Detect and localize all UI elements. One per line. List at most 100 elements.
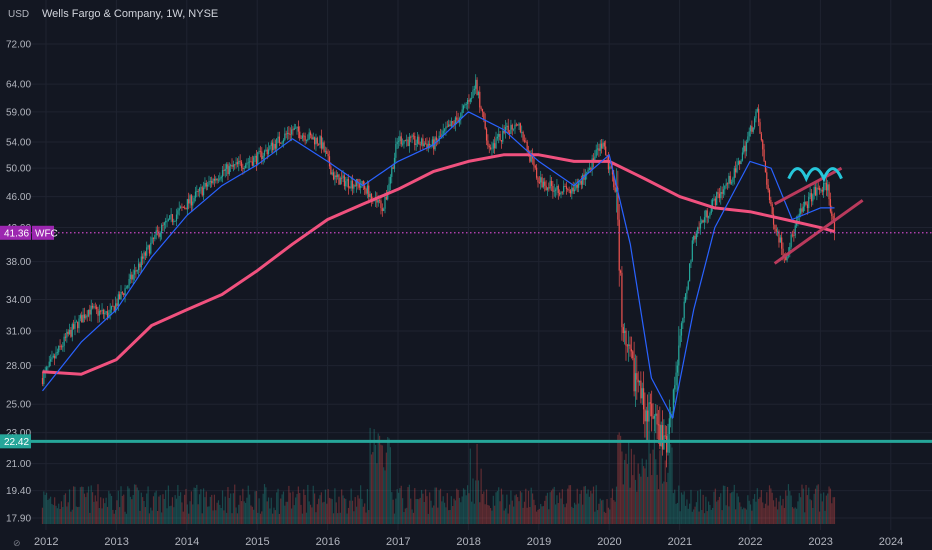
volume-bar [110, 495, 113, 524]
volume-bar [690, 489, 692, 524]
candle [308, 128, 310, 141]
volume-bar [790, 495, 792, 524]
volume-bar [479, 502, 481, 524]
candle [174, 220, 176, 222]
volume-bar [79, 487, 81, 524]
candle [694, 231, 696, 243]
candle [599, 139, 601, 156]
candle [179, 205, 182, 209]
volume-bar [545, 495, 547, 524]
volume-bar [500, 488, 503, 524]
candle [453, 119, 455, 129]
volume-bar [438, 490, 440, 524]
candle [64, 333, 67, 342]
candle [695, 230, 697, 246]
time-axis[interactable]: 2012 2013 2014 2015 2016 2017 2018 2019 2020 2021… [34, 536, 903, 548]
arcs-drawing[interactable] [787, 167, 843, 183]
volume-bar [188, 513, 190, 524]
volume-bar [565, 503, 568, 524]
candle [101, 303, 103, 315]
candle [644, 392, 646, 438]
volume-bar [549, 492, 551, 524]
trend-line[interactable] [773, 199, 864, 265]
volume-bar [781, 505, 783, 524]
volume-bar [553, 486, 555, 524]
volume-bar [718, 496, 721, 524]
volume-bar [587, 489, 589, 524]
candle [538, 176, 540, 185]
volume-bar [510, 490, 512, 524]
volume-bar [526, 507, 528, 524]
candle [816, 181, 818, 201]
volume-bar [407, 487, 409, 524]
volume-bar [350, 488, 352, 524]
volume-bar [146, 493, 148, 524]
volume-bar [648, 430, 650, 524]
drawings[interactable] [773, 166, 864, 265]
volume-bar [419, 497, 421, 524]
candle [810, 188, 813, 207]
candle [736, 158, 738, 174]
volume-bar [485, 489, 488, 524]
volume-bar [821, 501, 823, 524]
candle [667, 423, 669, 456]
volume-bar [85, 497, 87, 524]
volume-bar [388, 438, 390, 524]
trend-line[interactable] [773, 166, 843, 206]
volume-bar [625, 453, 627, 524]
volume-bar [521, 492, 523, 524]
volume-bar [171, 497, 174, 524]
candle [166, 214, 168, 228]
candle [96, 304, 98, 315]
timezone-icon[interactable]: ⊘ [13, 538, 21, 548]
candle [56, 348, 58, 356]
volume-bar [44, 494, 46, 524]
volume-bar [301, 513, 304, 524]
volume-bar [508, 504, 511, 524]
candle [752, 127, 754, 134]
volume-bar [453, 498, 455, 524]
candle [484, 113, 486, 130]
volume-bar [124, 511, 126, 524]
candle [519, 122, 521, 134]
candle [664, 425, 666, 440]
volume-bar [777, 509, 779, 524]
candle [253, 155, 255, 168]
candle [808, 192, 810, 213]
volume-bar [365, 512, 367, 524]
candle [224, 163, 226, 178]
price-axis[interactable]: 72.0064.0059.0054.0050.0046.0042.0038.00… [6, 40, 31, 525]
candle [138, 258, 140, 278]
volume-bar [729, 493, 731, 524]
candle [637, 371, 639, 393]
candle [208, 175, 210, 187]
volume-bar [770, 488, 772, 524]
candle [169, 214, 171, 221]
candle [575, 179, 577, 191]
candle [560, 191, 562, 199]
candle [642, 371, 645, 425]
candle [292, 126, 294, 136]
y-tick-label: 72.00 [6, 40, 31, 51]
candle [194, 186, 197, 202]
candle [735, 161, 737, 178]
volume-bar [634, 479, 637, 524]
volume-bar [601, 500, 603, 524]
candle [791, 230, 794, 238]
candle [514, 119, 516, 134]
horizontal-lines[interactable] [30, 232, 932, 443]
candle [625, 328, 627, 361]
candle [480, 105, 482, 111]
volume-bar [270, 497, 272, 524]
candle [226, 162, 228, 177]
x-tick-label: 2019 [527, 536, 551, 548]
volume-bar [300, 504, 302, 524]
volume-bar [480, 468, 482, 524]
volume-bar [518, 501, 520, 524]
svg-text:41.36: 41.36 [4, 228, 29, 239]
candle [327, 149, 329, 162]
volume-bar [649, 453, 651, 524]
candle [529, 150, 531, 163]
candle [492, 139, 494, 154]
